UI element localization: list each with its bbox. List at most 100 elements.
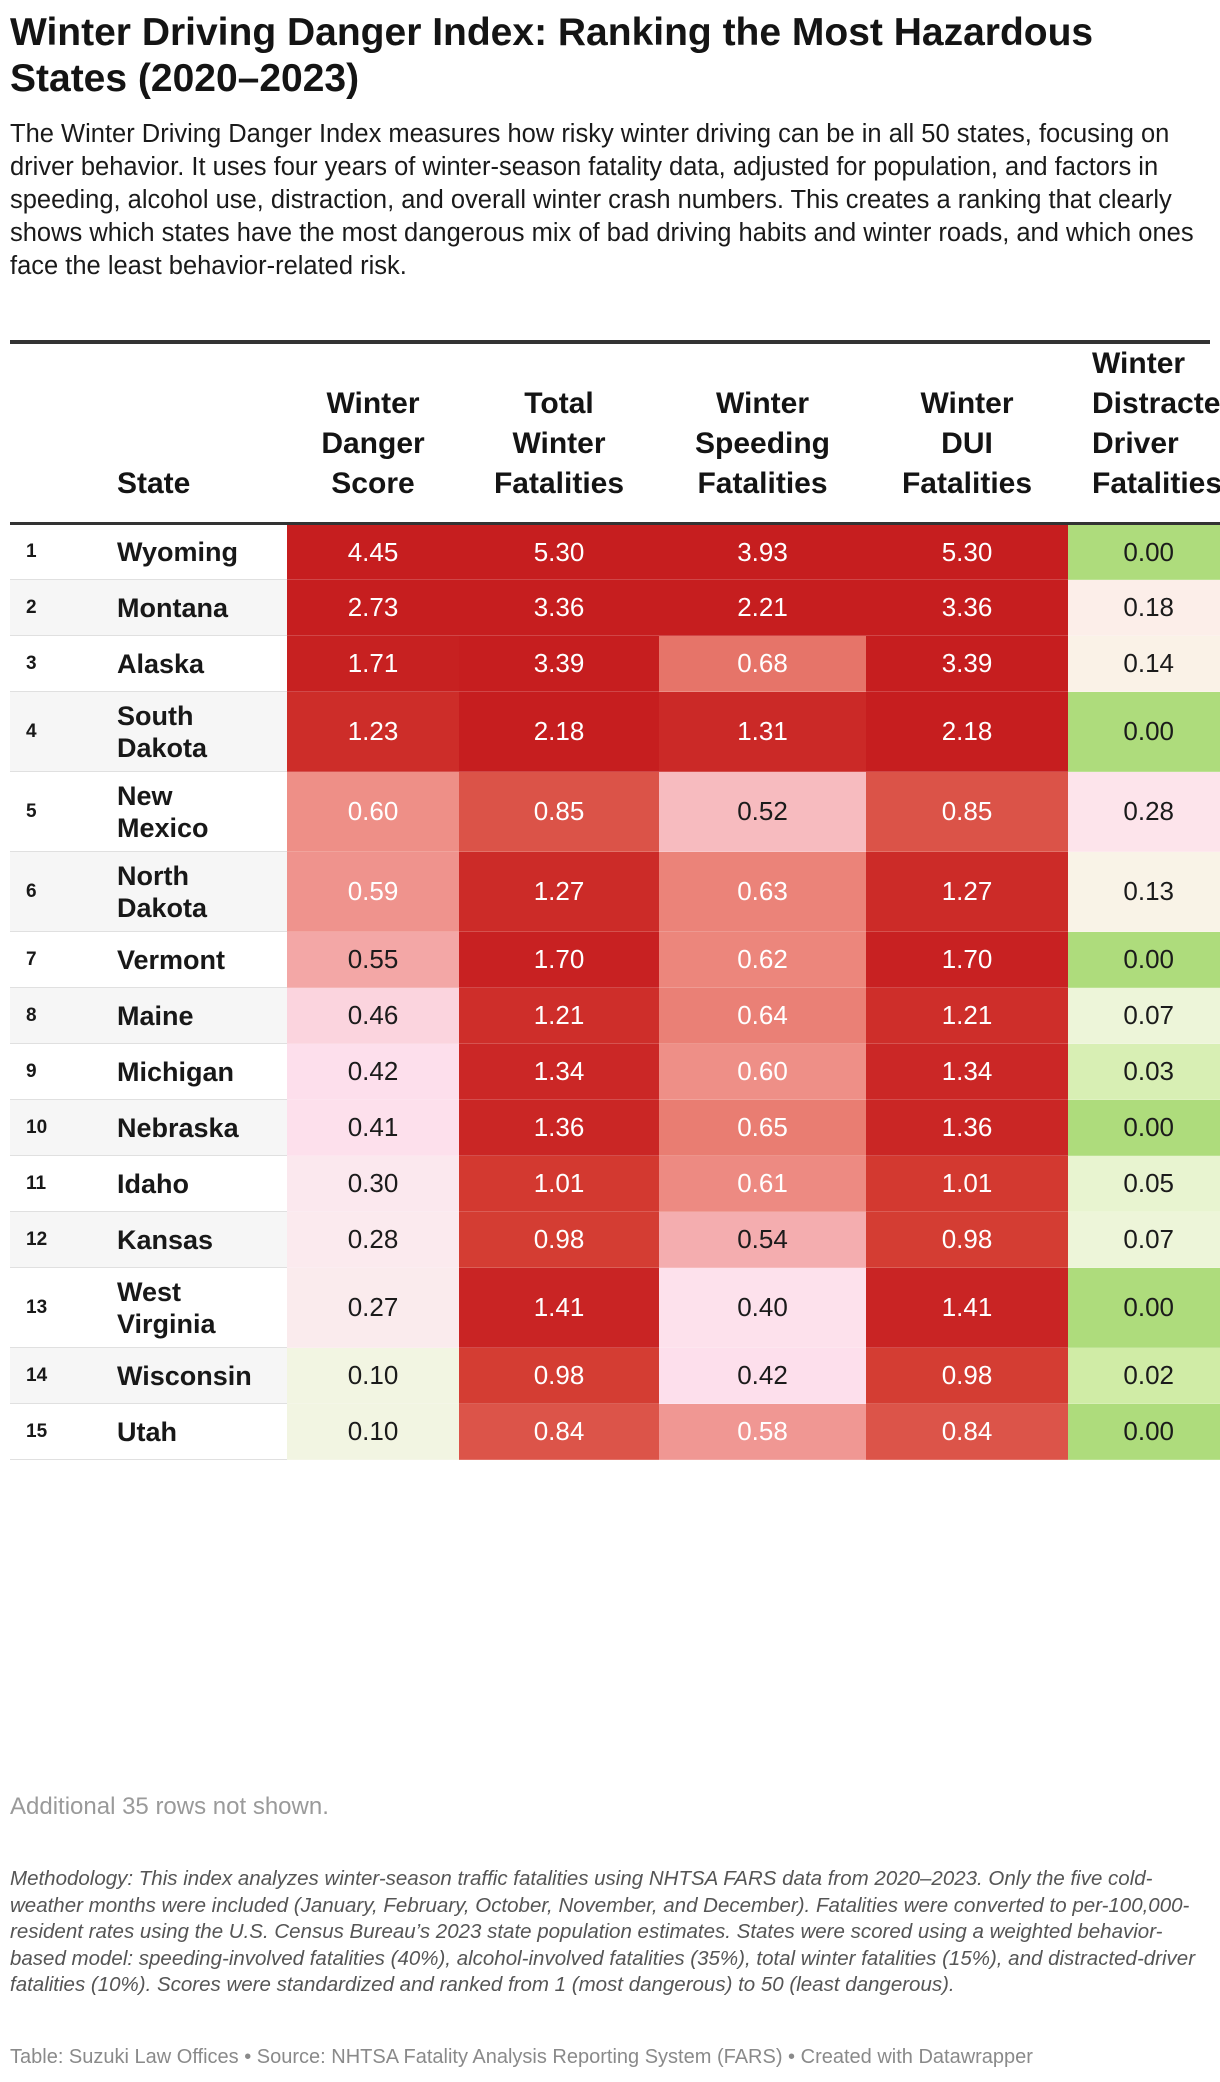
- cell-distracted: 0.00: [1068, 1267, 1220, 1348]
- cell-distracted: 0.03: [1068, 1043, 1220, 1100]
- cell-speeding: 0.62: [659, 931, 866, 988]
- cell-state: Idaho: [117, 1155, 287, 1212]
- cell-score: 0.55: [287, 931, 459, 988]
- footer-separator: •: [238, 2046, 257, 2068]
- cell-score: 2.73: [287, 579, 459, 636]
- cell-rank: 13: [10, 1267, 117, 1348]
- cell-state: South Dakota: [117, 691, 287, 772]
- table-row: 12 Kansas 0.28 0.98 0.54 0.98 0.07: [10, 1211, 1220, 1268]
- table-row: 6 North Dakota 0.59 1.27 0.63 1.27 0.13: [10, 851, 1220, 932]
- cell-distracted: 0.07: [1068, 1211, 1220, 1268]
- cell-speeding: 0.54: [659, 1211, 866, 1268]
- cell-score: 0.28: [287, 1211, 459, 1268]
- cell-speeding: 0.64: [659, 987, 866, 1044]
- cell-state: New Mexico: [117, 771, 287, 852]
- cell-rank: 15: [10, 1403, 117, 1460]
- cell-dui: 0.84: [866, 1403, 1068, 1460]
- header-rank: [10, 344, 117, 524]
- cell-speeding: 0.61: [659, 1155, 866, 1212]
- table-row: 1 Wyoming 4.45 5.30 3.93 5.30 0.00: [10, 523, 1220, 580]
- header-score[interactable]: Winter Danger Score: [321, 387, 425, 500]
- cell-speeding: 3.93: [659, 523, 866, 580]
- cell-rank: 7: [10, 931, 117, 988]
- cell-speeding: 0.58: [659, 1403, 866, 1460]
- cell-total: 1.36: [459, 1099, 659, 1156]
- cell-rank: 8: [10, 987, 117, 1044]
- cell-distracted: 0.00: [1068, 523, 1220, 580]
- cell-dui: 1.41: [866, 1267, 1068, 1348]
- cell-score: 0.30: [287, 1155, 459, 1212]
- cell-total: 1.34: [459, 1043, 659, 1100]
- table-row: 3 Alaska 1.71 3.39 0.68 3.39 0.14: [10, 635, 1220, 692]
- footer-separator: •: [782, 2046, 801, 2068]
- cell-total: 1.41: [459, 1267, 659, 1348]
- cell-distracted: 0.14: [1068, 635, 1220, 692]
- cell-score: 1.71: [287, 635, 459, 692]
- cell-distracted: 0.05: [1068, 1155, 1220, 1212]
- cell-total: 3.36: [459, 579, 659, 636]
- cell-dui: 1.34: [866, 1043, 1068, 1100]
- cell-rank: 14: [10, 1347, 117, 1404]
- cell-dui: 0.98: [866, 1347, 1068, 1404]
- cell-speeding: 2.21: [659, 579, 866, 636]
- cell-rank: 3: [10, 635, 117, 692]
- header-distracted[interactable]: WinterDistractedDriverFatalities: [1092, 347, 1220, 500]
- table-top-rule: [10, 340, 1210, 344]
- chart-footer: Table: Suzuki Law Offices • Source: NHTS…: [10, 2046, 1033, 2069]
- footer-source[interactable]: Source: NHTSA Fatality Analysis Reportin…: [256, 2046, 783, 2068]
- cell-dui: 1.70: [866, 931, 1068, 988]
- cell-rank: 9: [10, 1043, 117, 1100]
- cell-dui: 0.98: [866, 1211, 1068, 1268]
- cell-state: Kansas: [117, 1211, 287, 1268]
- cell-rank: 10: [10, 1099, 117, 1156]
- cell-speeding: 0.60: [659, 1043, 866, 1100]
- header-dui[interactable]: Winter DUI Fatalities: [901, 387, 1033, 500]
- chart-description: The Winter Driving Danger Index measures…: [10, 120, 1194, 280]
- cell-state: North Dakota: [117, 851, 287, 932]
- cell-total: 1.21: [459, 987, 659, 1044]
- cell-state: Michigan: [117, 1043, 287, 1100]
- header-state[interactable]: State: [117, 467, 191, 500]
- chart-header: Winter Driving Danger Index: Ranking the…: [10, 0, 1210, 283]
- header-speeding[interactable]: Winter Speeding Fatalities: [694, 387, 830, 500]
- cell-total: 0.85: [459, 771, 659, 852]
- cell-score: 0.41: [287, 1099, 459, 1156]
- cell-total: 1.27: [459, 851, 659, 932]
- cell-speeding: 0.40: [659, 1267, 866, 1348]
- table-row: 5 New Mexico 0.60 0.85 0.52 0.85 0.28: [10, 771, 1220, 852]
- cell-rank: 12: [10, 1211, 117, 1268]
- cell-score: 0.59: [287, 851, 459, 932]
- footer-created-with[interactable]: Created with Datawrapper: [800, 2046, 1033, 2068]
- table-row: 7 Vermont 0.55 1.70 0.62 1.70 0.00: [10, 931, 1220, 988]
- footer-table-label: Table: Suzuki Law Offices: [10, 2046, 239, 2068]
- table-row: 15 Utah 0.10 0.84 0.58 0.84 0.00: [10, 1403, 1220, 1460]
- cell-rank: 11: [10, 1155, 117, 1212]
- cell-rank: 6: [10, 851, 117, 932]
- cell-dui: 0.85: [866, 771, 1068, 852]
- cell-rank: 4: [10, 691, 117, 772]
- cell-state: Wyoming: [117, 523, 287, 580]
- chart-title: Winter Driving Danger Index: Ranking the…: [10, 11, 1094, 100]
- cell-total: 5.30: [459, 523, 659, 580]
- cell-distracted: 0.28: [1068, 771, 1220, 852]
- cell-score: 4.45: [287, 523, 459, 580]
- cell-score: 0.10: [287, 1403, 459, 1460]
- cell-speeding: 0.65: [659, 1099, 866, 1156]
- data-table: State Winter Danger Score Total Winter Fatal…: [10, 344, 1220, 1460]
- cell-total: 1.70: [459, 931, 659, 988]
- cell-distracted: 0.13: [1068, 851, 1220, 932]
- cell-distracted: 0.00: [1068, 1099, 1220, 1156]
- cell-state: West Virginia: [117, 1267, 287, 1348]
- cell-score: 0.10: [287, 1347, 459, 1404]
- methodology-note: Methodology: This index analyzes winter-…: [10, 1867, 1196, 1996]
- cell-dui: 3.36: [866, 579, 1068, 636]
- header-total[interactable]: Total Winter Fatalities: [493, 387, 625, 500]
- table-row: 4 South Dakota 1.23 2.18 1.31 2.18 0.00: [10, 691, 1220, 772]
- cell-speeding: 0.68: [659, 635, 866, 692]
- cell-distracted: 0.00: [1068, 931, 1220, 988]
- cell-distracted: 0.00: [1068, 1403, 1220, 1460]
- rows-not-shown-note: Additional 35 rows not shown.: [10, 1793, 329, 1820]
- cell-total: 0.84: [459, 1403, 659, 1460]
- cell-dui: 1.27: [866, 851, 1068, 932]
- cell-total: 1.01: [459, 1155, 659, 1212]
